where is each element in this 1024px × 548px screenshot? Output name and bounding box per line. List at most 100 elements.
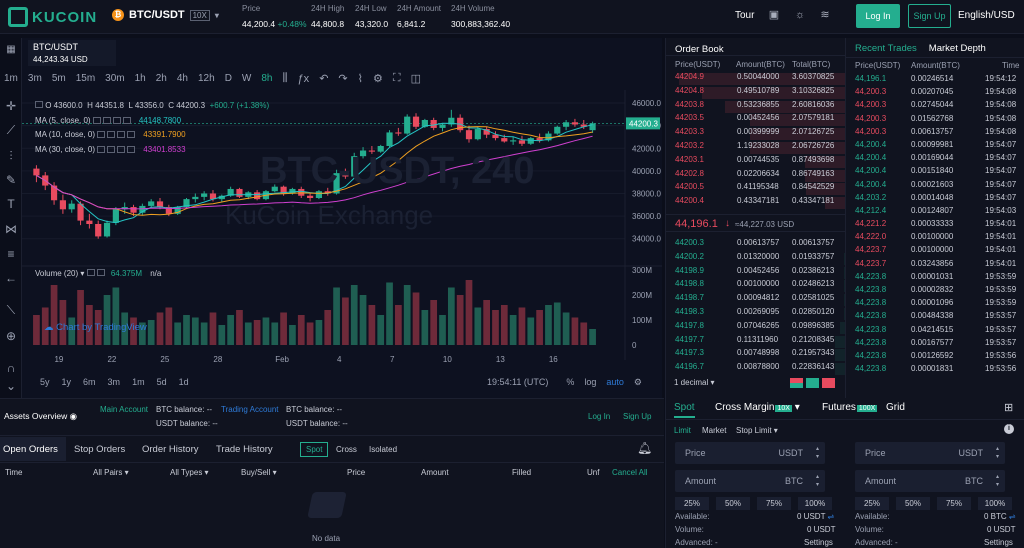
ob-asks-row[interactable]: 44200.5 0.41195348 0.84542529 bbox=[665, 182, 845, 196]
tab-grid[interactable]: Grid bbox=[886, 402, 905, 413]
undo-icon[interactable]: ↶ bbox=[319, 73, 329, 85]
range-1d[interactable]: 1d bbox=[178, 377, 189, 387]
ob-bids-row[interactable]: 44198.3 0.00269095 0.02850120 bbox=[665, 307, 845, 321]
log-scale-toggle[interactable]: log bbox=[584, 377, 597, 387]
volume-indicator[interactable]: Volume (20) ▾ 64.375M n/a bbox=[35, 269, 162, 278]
buy-pct-25[interactable]: 25% bbox=[675, 497, 709, 510]
buy-price-input[interactable]: Price USDT ▴ ▾ bbox=[675, 442, 825, 464]
login-button[interactable]: Log In bbox=[856, 4, 900, 28]
brush-icon[interactable]: ✎ bbox=[5, 173, 17, 187]
zoom-icon[interactable]: ⊕ bbox=[5, 329, 17, 343]
chart-settings-icon[interactable]: ⚙ bbox=[373, 73, 383, 85]
timeframe-30m[interactable]: 30m bbox=[105, 73, 125, 84]
tab-recent-trades[interactable]: Recent Trades bbox=[855, 43, 917, 54]
buy-price-stepper[interactable]: ▴ ▾ bbox=[815, 446, 819, 460]
ob-asks-row[interactable]: 44203.1 0.00744535 0.87493698 bbox=[665, 155, 845, 169]
timeframe-5m[interactable]: 5m bbox=[51, 73, 66, 84]
buy-settings-link[interactable]: Settings bbox=[804, 538, 833, 547]
trading-account-link[interactable]: Trading Account bbox=[221, 405, 279, 414]
tab-open-orders[interactable]: Open Orders bbox=[3, 444, 58, 455]
order-type-limit[interactable]: Limit bbox=[674, 426, 691, 435]
compare-icon[interactable]: ⌇ bbox=[357, 73, 363, 85]
filter-cross[interactable]: Cross bbox=[336, 445, 357, 454]
fullscreen-icon[interactable]: ⛶ bbox=[392, 72, 401, 84]
crosshair-icon[interactable]: ✛ bbox=[5, 99, 17, 113]
candle-type-icon[interactable]: ⫼ bbox=[282, 72, 288, 84]
ob-bids-row[interactable]: 44197.8 0.07046265 0.09896385 bbox=[665, 321, 845, 335]
pair-selector[interactable]: ₿ BTC/USDT 10X ▾ bbox=[112, 9, 219, 21]
bottom-signup-link[interactable]: Sign Up bbox=[623, 412, 652, 421]
buy-pct-75[interactable]: 75% bbox=[757, 497, 791, 510]
tab-stop-orders[interactable]: Stop Orders bbox=[74, 444, 126, 455]
eye-icon[interactable]: ◉ bbox=[69, 411, 78, 421]
sell-price-input[interactable]: Price USDT ▴ ▾ bbox=[855, 442, 1005, 464]
buy-pct-100[interactable]: 100% bbox=[798, 497, 832, 510]
ob-bids-row[interactable]: 44196.7 0.00878800 0.22836143 bbox=[665, 362, 845, 376]
sell-price-stepper[interactable]: ▴ ▾ bbox=[995, 446, 999, 460]
ob-bids-row[interactable]: 44197.3 0.00748998 0.21957343 bbox=[665, 348, 845, 362]
timeframe-W[interactable]: W bbox=[241, 73, 252, 84]
layout-icon[interactable]: ▦ bbox=[6, 44, 16, 55]
range-5y[interactable]: 5y bbox=[40, 377, 50, 387]
ob-asks-row[interactable]: 44203.3 0.00399999 2.07126725 bbox=[665, 127, 845, 141]
ob-bids-row[interactable]: 44200.3 0.00613757 0.00613757 bbox=[665, 238, 845, 252]
text-icon[interactable]: T bbox=[7, 197, 15, 211]
ma5-indicator[interactable]: MA (5, close, 0) 44148.7800 bbox=[35, 116, 181, 125]
calendar-icon[interactable]: ▣ bbox=[768, 9, 780, 21]
ohlc-eye-icon[interactable] bbox=[35, 101, 43, 108]
sell-pct-75[interactable]: 75% bbox=[937, 497, 971, 510]
ob-view-both-icon[interactable] bbox=[790, 378, 803, 388]
order-type-stop-limit[interactable]: Stop Limit ▾ bbox=[736, 426, 778, 435]
back-arrow-icon[interactable]: ← bbox=[5, 271, 17, 285]
prediction-icon[interactable]: ≡ bbox=[7, 247, 15, 261]
ob-asks-row[interactable]: 44202.8 0.02206634 0.86749163 bbox=[665, 169, 845, 183]
signup-button[interactable]: Sign Up bbox=[908, 4, 951, 28]
ob-asks-row[interactable]: 44204.9 0.50044000 3.60370825 bbox=[665, 72, 845, 86]
ob-asks-row[interactable]: 44204.8 0.49510789 3.10326825 bbox=[665, 86, 845, 100]
ob-asks-row[interactable]: 44200.4 0.43347181 0.43347181 bbox=[665, 196, 845, 210]
screenshot-icon[interactable]: ◫ bbox=[410, 73, 421, 85]
sell-pct-100[interactable]: 100% bbox=[978, 497, 1012, 510]
wifi-icon[interactable]: ≋ bbox=[820, 9, 830, 21]
transfer-icon[interactable]: ⇌ bbox=[827, 512, 835, 521]
ob-bids-row[interactable]: 44198.8 0.00100000 0.02486213 bbox=[665, 279, 845, 293]
tab-trade-history[interactable]: Trade History bbox=[216, 444, 273, 455]
ob-bids-row[interactable]: 44200.2 0.01320000 0.01933757 bbox=[665, 252, 845, 266]
ruler-icon[interactable]: ⟍ bbox=[6, 303, 16, 317]
sell-pct-50[interactable]: 50% bbox=[896, 497, 930, 510]
ob-bids-row[interactable]: 44198.7 0.00094812 0.02581025 bbox=[665, 293, 845, 307]
sell-pct-25[interactable]: 25% bbox=[855, 497, 889, 510]
percent-scale-toggle[interactable]: % bbox=[566, 377, 575, 387]
fib-icon[interactable]: ⫶ bbox=[9, 149, 13, 163]
range-3m[interactable]: 3m bbox=[107, 377, 121, 387]
assets-overview[interactable]: Assets Overview ◉ bbox=[4, 411, 77, 422]
ob-asks-row[interactable]: 44203.8 0.53236855 2.60816036 bbox=[665, 100, 845, 114]
auto-scale-toggle[interactable]: auto bbox=[606, 377, 624, 387]
indicators-icon[interactable]: ƒx bbox=[297, 72, 310, 85]
timeframe-12h[interactable]: 12h bbox=[198, 73, 215, 84]
main-account-link[interactable]: Main Account bbox=[100, 405, 149, 414]
settings-gear-icon[interactable]: ⚙ bbox=[633, 377, 642, 387]
ob-bids-row[interactable]: 44197.7 0.11311960 0.21208345 bbox=[665, 335, 845, 349]
ma30-indicator[interactable]: MA (30, close, 0) 43401.8533 bbox=[35, 145, 186, 154]
col-all-pairs[interactable]: All Pairs ▾ bbox=[93, 468, 129, 477]
timeframe-4h[interactable]: 4h bbox=[176, 73, 188, 84]
ma10-indicator[interactable]: MA (10, close, 0) 43391.7900 bbox=[35, 130, 186, 139]
buy-pct-50[interactable]: 50% bbox=[716, 497, 750, 510]
buy-amount-input[interactable]: Amount BTC ▴ ▾ bbox=[675, 470, 825, 492]
bottom-login-link[interactable]: Log In bbox=[588, 412, 611, 421]
ob-bids-row[interactable]: 44198.9 0.00452456 0.02386213 bbox=[665, 266, 845, 280]
buy-amount-stepper[interactable]: ▴ ▾ bbox=[815, 474, 819, 488]
range-6m[interactable]: 6m bbox=[83, 377, 96, 387]
pattern-icon[interactable]: ⋈ bbox=[5, 222, 17, 236]
language-currency-selector[interactable]: English/USD bbox=[958, 10, 1015, 21]
timeframe-1h[interactable]: 1h bbox=[134, 73, 146, 84]
candlestick-chart[interactable]: 46000.044000.042000.040000.038000.036000… bbox=[22, 90, 662, 370]
col-all-types[interactable]: All Types ▾ bbox=[170, 468, 209, 477]
magnet-icon[interactable]: ∩ bbox=[6, 361, 16, 375]
ob-asks-row[interactable]: 44203.5 0.00452456 2.07579181 bbox=[665, 113, 845, 127]
sell-settings-link[interactable]: Settings bbox=[984, 538, 1013, 547]
collapse-chevron-icon[interactable]: ⌄ bbox=[5, 379, 17, 393]
ob-view-bids-icon[interactable] bbox=[806, 378, 819, 388]
timeframe-8h[interactable]: 8h bbox=[261, 73, 273, 84]
